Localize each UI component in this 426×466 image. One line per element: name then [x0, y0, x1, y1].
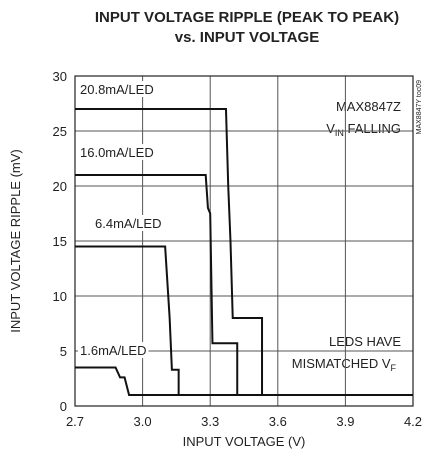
series-label: 1.6mA/LED: [80, 343, 146, 358]
x-tick-label: 4.2: [404, 414, 422, 429]
plot-frame: [74, 75, 414, 407]
x-tick-label: 3.3: [201, 414, 219, 429]
y-tick-label: 10: [53, 289, 67, 304]
y-tick-label: 5: [60, 344, 67, 359]
chart-title: vs. INPUT VOLTAGE: [175, 29, 319, 46]
y-axis-label: INPUT VOLTAGE RIPPLE (mV): [8, 149, 23, 332]
annotation: LEDS HAVE: [329, 334, 401, 349]
x-tick-label: 3.0: [134, 414, 152, 429]
annotation: MAX8847Z: [336, 99, 401, 114]
series-line: [75, 366, 413, 396]
annotation-text: MISMATCHED V: [292, 356, 391, 371]
annotation: MISMATCHED VF: [292, 356, 397, 373]
x-tick-label: 3.9: [336, 414, 354, 429]
label-bg: [93, 215, 164, 231]
annotation-text: V: [326, 121, 335, 136]
series-line: [75, 174, 413, 396]
annotation: MAX8847Y toc09: [416, 80, 423, 134]
chart-title: INPUT VOLTAGE RIPPLE (PEAK TO PEAK): [95, 9, 399, 26]
y-tick-label: 20: [53, 179, 67, 194]
y-tick-label: 30: [53, 69, 67, 84]
y-tick-label: 15: [53, 234, 67, 249]
x-tick-label: 3.6: [269, 414, 287, 429]
annotation: VIN FALLING: [326, 121, 401, 138]
label-bg: [78, 342, 149, 358]
x-tick-label: 2.7: [66, 414, 84, 429]
series-label: 16.0mA/LED: [80, 145, 154, 160]
x-axis-label: INPUT VOLTAGE (V): [183, 434, 306, 449]
annotation-sub: IN: [335, 128, 344, 138]
annotation-sub: F: [391, 363, 397, 373]
series-label: 20.8mA/LED: [80, 82, 154, 97]
series-line: [75, 245, 413, 396]
label-bg: [78, 81, 156, 97]
annotation-text: FALLING: [344, 121, 401, 136]
y-tick-label: 25: [53, 124, 67, 139]
y-tick-label: 0: [60, 399, 67, 414]
series-label: 6.4mA/LED: [95, 216, 161, 231]
series-line: [75, 108, 413, 396]
label-bg: [78, 144, 156, 160]
